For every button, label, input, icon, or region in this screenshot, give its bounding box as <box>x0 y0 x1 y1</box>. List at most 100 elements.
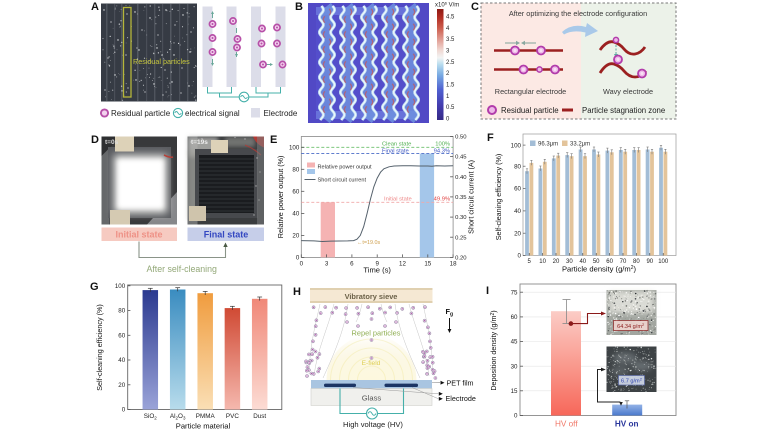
svg-text:0: 0 <box>518 253 522 260</box>
svg-text:2: 2 <box>446 71 450 77</box>
svg-text:80: 80 <box>633 259 640 265</box>
svg-text:3.5: 3.5 <box>446 37 455 43</box>
svg-text:PVC: PVC <box>226 413 239 420</box>
svg-text:3: 3 <box>325 260 329 267</box>
svg-text:0: 0 <box>300 260 304 267</box>
svg-text:Dust: Dust <box>253 413 266 420</box>
svg-text:Deposition density (g/m2): Deposition density (g/m2) <box>489 310 498 390</box>
svg-text:1: 1 <box>446 94 450 100</box>
svg-text:40: 40 <box>514 208 521 215</box>
svg-text:0: 0 <box>296 255 300 262</box>
svg-text:100%: 100% <box>435 141 450 147</box>
svg-text:←t=19.0s: ←t=19.0s <box>357 240 381 246</box>
svg-text:75: 75 <box>511 289 518 296</box>
svg-text:60: 60 <box>514 186 521 193</box>
svg-text:Residual particles: Residual particles <box>133 57 190 66</box>
svg-text:E-field: E-field <box>362 360 381 367</box>
svg-text:Repel particles: Repel particles <box>352 329 401 338</box>
svg-text:6.7 g/m2: 6.7 g/m2 <box>621 377 643 385</box>
svg-text:electrical signal: electrical signal <box>185 109 240 118</box>
svg-text:64.34 g/m2: 64.34 g/m2 <box>617 322 645 330</box>
svg-text:Short circuit current (A): Short circuit current (A) <box>467 160 476 234</box>
svg-text:100: 100 <box>511 142 522 149</box>
svg-text:After self-cleaning: After self-cleaning <box>146 264 217 274</box>
svg-text:30: 30 <box>566 259 573 265</box>
svg-text:96.3μm: 96.3μm <box>538 142 558 148</box>
svg-text:40: 40 <box>292 211 299 218</box>
svg-text:Wavy electrode: Wavy electrode <box>603 87 653 96</box>
svg-text:PMMA: PMMA <box>196 413 216 420</box>
svg-text:0.20: 0.20 <box>455 256 467 262</box>
svg-text:HV on: HV on <box>615 420 639 429</box>
svg-text:Particle stagnation zone: Particle stagnation zone <box>582 106 665 115</box>
svg-text:40: 40 <box>579 259 586 265</box>
svg-text:18: 18 <box>450 260 457 267</box>
svg-text:Particle density (g/m2): Particle density (g/m2) <box>562 265 637 274</box>
svg-text:0.45: 0.45 <box>455 155 467 161</box>
svg-text:90: 90 <box>646 259 653 265</box>
svg-text:High voltage (HV): High voltage (HV) <box>343 420 403 429</box>
svg-text:Short circuit current: Short circuit current <box>318 178 367 184</box>
svg-text:Electrode: Electrode <box>446 394 476 403</box>
svg-text:60: 60 <box>606 259 613 265</box>
svg-text:Particle material: Particle material <box>176 422 231 431</box>
svg-text:49.9%: 49.9% <box>434 196 450 202</box>
svg-text:Final state: Final state <box>382 148 409 154</box>
svg-text:Residual particle: Residual particle <box>501 106 559 115</box>
svg-text:Time (s): Time (s) <box>363 266 391 275</box>
svg-text:Relative power output (%): Relative power output (%) <box>276 156 285 239</box>
svg-text:0: 0 <box>514 413 518 420</box>
svg-text:0: 0 <box>122 407 126 414</box>
svg-text:4: 4 <box>446 26 450 32</box>
svg-text:80: 80 <box>292 167 299 174</box>
svg-text:Electrode: Electrode <box>264 109 298 118</box>
svg-text:80: 80 <box>514 163 521 170</box>
svg-text:12: 12 <box>399 260 406 267</box>
svg-text:SiO2: SiO2 <box>144 413 158 421</box>
svg-text:0.30: 0.30 <box>455 215 467 221</box>
svg-text:Relative power output: Relative power output <box>318 165 373 171</box>
svg-text:20: 20 <box>514 230 521 237</box>
svg-text:Self-cleaning efficiency (%): Self-cleaning efficiency (%) <box>95 304 104 391</box>
svg-text:Initial state: Initial state <box>384 196 412 202</box>
svg-text:10: 10 <box>539 259 546 265</box>
svg-text:0.35: 0.35 <box>455 195 467 201</box>
svg-text:94.3%: 94.3% <box>434 148 450 154</box>
svg-text:40: 40 <box>118 357 125 364</box>
svg-text:100: 100 <box>115 283 126 290</box>
svg-text:100: 100 <box>289 145 300 152</box>
svg-text:HV off: HV off <box>555 420 578 429</box>
svg-text:x106 V/m: x106 V/m <box>435 1 459 9</box>
svg-text:60: 60 <box>118 333 125 340</box>
svg-text:100: 100 <box>658 259 669 265</box>
svg-text:Vibratory sieve: Vibratory sieve <box>345 292 398 301</box>
svg-text:0.40: 0.40 <box>455 175 467 181</box>
svg-text:5: 5 <box>528 259 532 265</box>
svg-text:t=0s: t=0s <box>105 139 119 146</box>
svg-text:Clean state: Clean state <box>382 141 411 147</box>
svg-text:0.5: 0.5 <box>446 105 455 111</box>
svg-text:PET film: PET film <box>447 378 474 387</box>
svg-text:Final state: Final state <box>204 230 249 240</box>
svg-text:Residual particle: Residual particle <box>111 109 171 118</box>
svg-text:50: 50 <box>593 259 600 265</box>
svg-text:4.5: 4.5 <box>446 15 455 21</box>
svg-text:Rectangular electrode: Rectangular electrode <box>495 87 566 96</box>
svg-text:30: 30 <box>511 363 518 370</box>
svg-text:20: 20 <box>292 233 299 240</box>
svg-text:2.5: 2.5 <box>446 60 455 66</box>
svg-text:After optimizing the electrode: After optimizing the electrode configura… <box>509 9 647 18</box>
svg-text:1.5: 1.5 <box>446 83 455 89</box>
svg-text:Self-cleaning efficiency (%): Self-cleaning efficiency (%) <box>494 154 503 241</box>
svg-text:33.2μm: 33.2μm <box>570 142 590 148</box>
svg-text:t=19s: t=19s <box>191 139 208 146</box>
svg-text:80: 80 <box>118 308 125 315</box>
svg-text:20: 20 <box>553 259 560 265</box>
svg-text:Fg: Fg <box>446 307 454 318</box>
svg-text:Al2O3: Al2O3 <box>170 413 186 421</box>
svg-text:3: 3 <box>446 49 450 55</box>
svg-text:Initial state: Initial state <box>115 230 162 240</box>
svg-text:0.25: 0.25 <box>455 235 467 241</box>
svg-text:6: 6 <box>350 260 354 267</box>
svg-text:45: 45 <box>511 339 518 346</box>
